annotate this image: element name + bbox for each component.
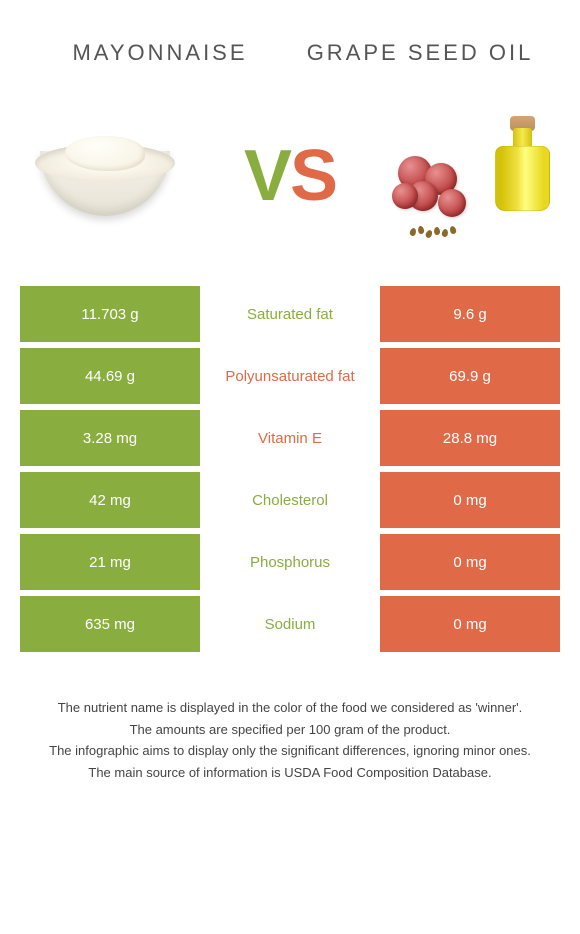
nutrient-label: Polyunsaturated fat (200, 348, 380, 404)
left-value: 21 mg (20, 534, 200, 590)
nutrient-label: Vitamin E (200, 410, 380, 466)
left-value: 635 mg (20, 596, 200, 652)
nutrient-table: 11.703 gSaturated fat9.6 g 44.69 gPolyuns… (0, 286, 580, 652)
nutrient-label: Sodium (200, 596, 380, 652)
right-value: 0 mg (380, 534, 560, 590)
images-row: VS (0, 86, 580, 286)
nutrient-row: 635 mgSodium0 mg (20, 596, 560, 652)
right-value: 0 mg (380, 472, 560, 528)
right-value: 0 mg (380, 596, 560, 652)
nutrient-row: 11.703 gSaturated fat9.6 g (20, 286, 560, 342)
right-value: 69.9 g (380, 348, 560, 404)
nutrient-row: 21 mgPhosphorus0 mg (20, 534, 560, 590)
left-food-title: MAYONNAISE (30, 40, 290, 66)
nutrient-label: Cholesterol (200, 472, 380, 528)
left-value: 44.69 g (20, 348, 200, 404)
grape-seed-oil-image (390, 101, 560, 251)
nutrient-row: 3.28 mgVitamin E28.8 mg (20, 410, 560, 466)
right-food-title: GRAPE SEED OIL (290, 40, 550, 66)
left-value: 11.703 g (20, 286, 200, 342)
footer-notes: The nutrient name is displayed in the co… (0, 658, 580, 804)
nutrient-row: 44.69 gPolyunsaturated fat69.9 g (20, 348, 560, 404)
vs-v-letter: V (244, 136, 290, 216)
nutrient-label: Phosphorus (200, 534, 380, 590)
footer-line-3: The infographic aims to display only the… (20, 741, 560, 761)
right-value: 9.6 g (380, 286, 560, 342)
nutrient-row: 42 mgCholesterol0 mg (20, 472, 560, 528)
header: MAYONNAISE GRAPE SEED OIL (0, 0, 580, 86)
nutrient-label: Saturated fat (200, 286, 380, 342)
left-value: 3.28 mg (20, 410, 200, 466)
mayonnaise-image (20, 101, 190, 251)
vs-s-letter: S (290, 136, 336, 216)
vs-label: VS (244, 135, 336, 217)
left-value: 42 mg (20, 472, 200, 528)
footer-line-4: The main source of information is USDA F… (20, 763, 560, 783)
footer-line-2: The amounts are specified per 100 gram o… (20, 720, 560, 740)
right-value: 28.8 mg (380, 410, 560, 466)
footer-line-1: The nutrient name is displayed in the co… (20, 698, 560, 718)
